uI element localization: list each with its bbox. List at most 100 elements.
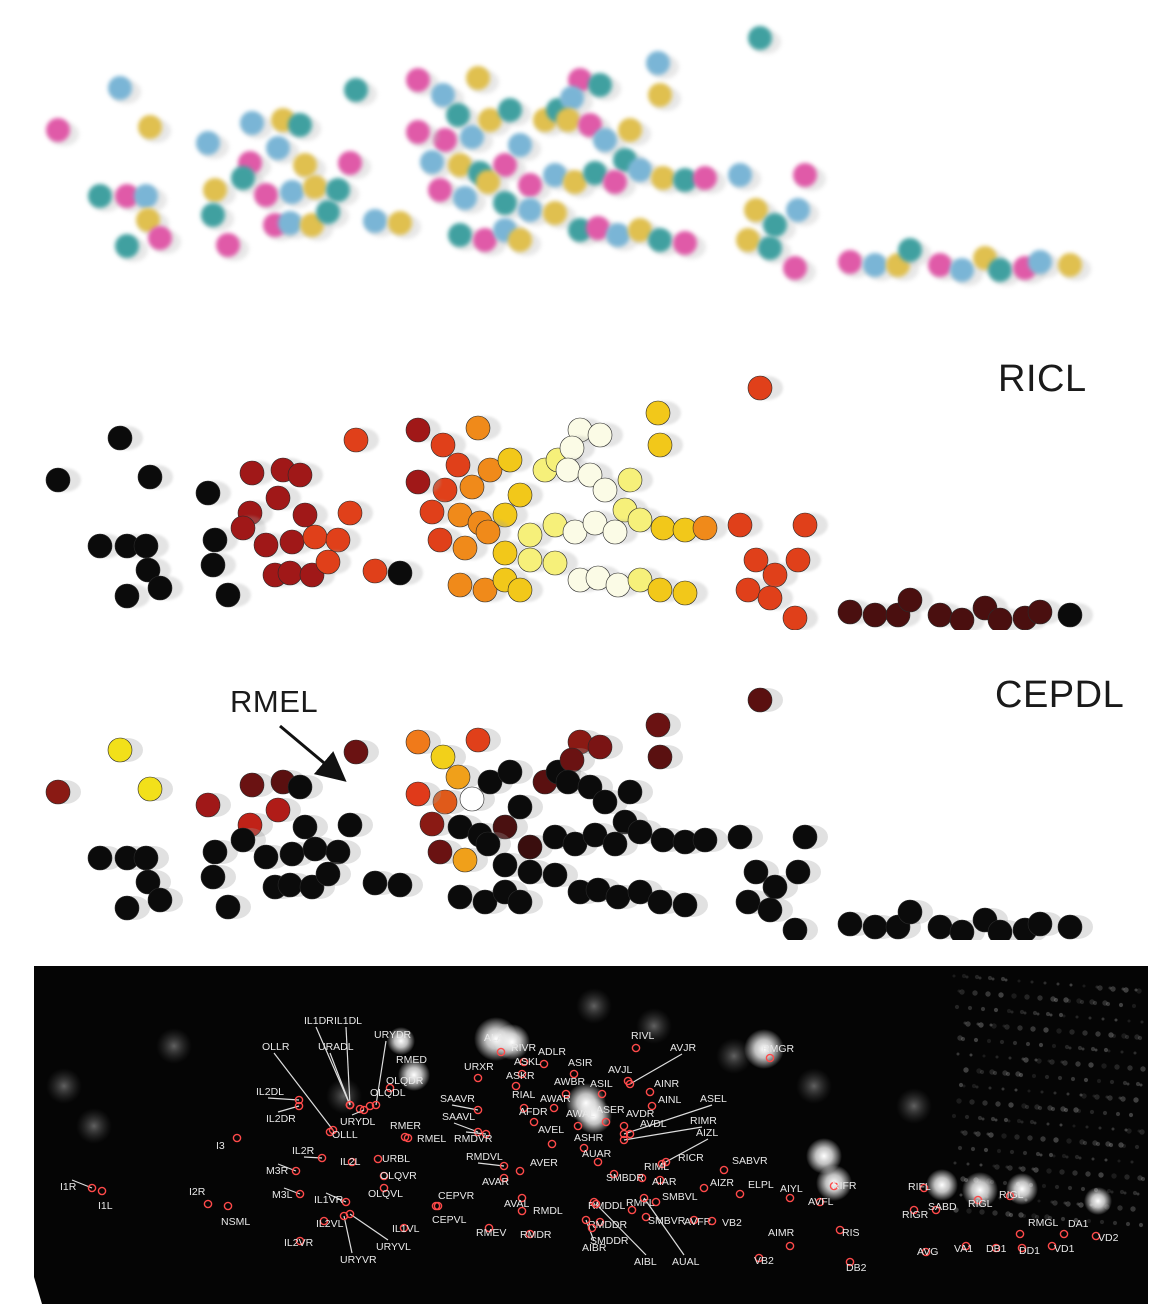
neuron-label: VB2 <box>722 1217 742 1229</box>
neuron-marker <box>765 1053 775 1063</box>
cell <box>743 547 769 573</box>
background-speckle <box>1072 1170 1078 1176</box>
cell <box>763 213 787 237</box>
leader-line <box>623 1126 703 1141</box>
background-speckle <box>1057 1075 1063 1081</box>
neuron-label: AIBL <box>634 1256 657 1268</box>
cell <box>280 180 304 204</box>
neuron-label: OLLL <box>332 1129 358 1141</box>
background-speckle <box>1134 1144 1140 1150</box>
neuron-marker <box>481 1129 491 1139</box>
leader-line <box>643 1197 685 1256</box>
background-speckle <box>992 1164 996 1168</box>
background-speckle <box>974 974 980 980</box>
neuron-marker <box>919 1183 929 1193</box>
cell <box>785 547 811 573</box>
neuron-marker <box>1015 1229 1025 1239</box>
cell <box>279 841 305 867</box>
background-speckle <box>1105 1001 1111 1007</box>
cell <box>452 847 478 873</box>
neuron-label: AIZL <box>696 1127 718 1139</box>
background-speckle <box>1105 1141 1111 1147</box>
leader-line <box>349 1213 389 1241</box>
background-speckle <box>1030 1026 1036 1032</box>
cell <box>344 78 368 102</box>
cell <box>646 51 670 75</box>
cell <box>115 184 139 208</box>
background-speckle <box>1118 1096 1122 1100</box>
neuron-label: RMER <box>390 1120 421 1132</box>
neuron-label: IL1VR <box>314 1194 344 1206</box>
background-speckle <box>1005 1165 1009 1169</box>
neuron-label: RMEL <box>417 1133 446 1145</box>
neuron-label: IL2DR <box>266 1113 296 1125</box>
neuron-label: URYVL <box>376 1241 411 1253</box>
neuron-label: I3 <box>216 1140 225 1152</box>
background-speckle <box>1047 1059 1051 1063</box>
cell <box>897 899 923 925</box>
cell <box>265 797 291 823</box>
cell <box>735 577 761 603</box>
leader-line <box>595 1203 647 1256</box>
cell <box>278 211 302 235</box>
neuron-label: I1R <box>60 1181 77 1193</box>
cell <box>783 256 807 280</box>
background-speckle <box>957 1145 963 1151</box>
cell <box>837 911 863 937</box>
background-speckle <box>960 1176 966 1182</box>
cell <box>406 68 430 92</box>
background-speckle <box>1098 1126 1102 1130</box>
background-speckle <box>981 1117 985 1121</box>
background-speckle <box>1052 1154 1056 1158</box>
neuron-marker <box>385 1083 395 1093</box>
background-speckle <box>1117 1205 1123 1211</box>
background-speckle <box>1099 1219 1105 1225</box>
background-speckle <box>1023 1057 1029 1063</box>
neuron-label: M3R <box>266 1165 289 1177</box>
cell <box>498 98 522 122</box>
cell <box>543 201 567 225</box>
neuron-marker <box>661 1157 671 1167</box>
neuron-marker <box>373 1154 383 1164</box>
cell <box>476 170 500 194</box>
cell <box>744 198 768 222</box>
background-speckle <box>1063 997 1069 1003</box>
cell <box>555 769 581 795</box>
neuron-marker <box>689 1215 699 1225</box>
background-speckle <box>975 1131 981 1137</box>
background-speckle <box>1095 985 1099 989</box>
neuron-label: RMGL <box>1028 1217 1058 1229</box>
cell <box>115 234 139 258</box>
background-speckle <box>1018 1212 1024 1218</box>
background-speckle <box>979 1069 985 1075</box>
cell <box>518 198 542 222</box>
cell <box>736 228 760 252</box>
background-speckle <box>1111 1173 1117 1179</box>
background-speckle <box>1073 1217 1079 1223</box>
cell <box>648 228 672 252</box>
background-speckle <box>1047 1105 1053 1111</box>
background-speckle <box>1132 1190 1138 1196</box>
background-speckle <box>1044 1214 1050 1220</box>
background-speckle <box>962 1130 968 1136</box>
neuron-label: AVAR <box>482 1176 509 1188</box>
background-speckle <box>1029 1119 1035 1125</box>
background-speckle <box>1134 1034 1140 1040</box>
cell <box>196 131 220 155</box>
background-speckle <box>1061 1153 1067 1159</box>
cell <box>647 889 673 915</box>
neuron-label: RMDVL <box>466 1151 503 1163</box>
cell <box>363 209 387 233</box>
neuron-marker <box>561 1089 571 1099</box>
neuron-marker <box>291 1166 301 1176</box>
background-speckle <box>985 991 991 997</box>
neuron-label: AWAL <box>566 1108 595 1120</box>
cell <box>134 184 158 208</box>
background-speckle <box>1074 1154 1080 1160</box>
background-speckle <box>1020 1166 1026 1172</box>
cell <box>645 400 671 426</box>
neuron-label: VA1 <box>954 1243 973 1255</box>
leader-line <box>629 1053 683 1085</box>
background-speckle <box>1101 1063 1107 1069</box>
neuron-marker <box>1005 1191 1015 1201</box>
